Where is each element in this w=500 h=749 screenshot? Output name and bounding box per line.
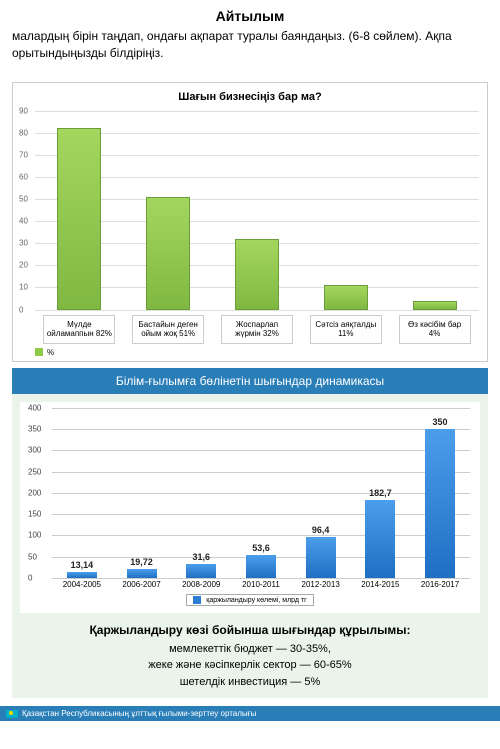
chart2-bars: 13,14 19,72 31,6 53,6 96,4 182,7 350 [52, 408, 470, 578]
legend-swatch-icon [193, 596, 201, 604]
y-tick-label: 10 [19, 283, 28, 292]
chart2-period-label: 2008-2009 [178, 580, 224, 589]
footer-text: Қазақстан Республикасының ұлттық ғылыми-… [22, 709, 256, 718]
y-tick-label: 90 [19, 106, 28, 115]
chart1-category-label: Өз кәсібім бар 4% [399, 315, 471, 344]
chart2-value-label: 350 [433, 417, 448, 427]
chart1-container: Шағын бизнесіңіз бар ма? 010203040506070… [12, 82, 488, 362]
y-tick-label: 150 [28, 510, 41, 519]
y-tick-label: 0 [19, 305, 23, 314]
structure-line: мемлекеттік бюджет — 30-35%, [20, 641, 480, 658]
chart2-bar [425, 429, 455, 578]
chart2-bar-column: 182,7 [357, 488, 403, 578]
chart1-bar [146, 197, 190, 310]
chart2-legend: қаржыландыру көлемі, млрд тг [186, 594, 313, 606]
chart2-period-label: 2004-2005 [59, 580, 105, 589]
page-heading: Айтылым [12, 8, 488, 24]
chart2-value-label: 96,4 [312, 525, 330, 535]
y-tick-label: 80 [19, 128, 28, 137]
flag-icon [6, 710, 18, 718]
chart1-bar [235, 239, 279, 310]
chart1-title: Шағын бизнесіңіз бар ма? [17, 91, 483, 103]
chart2-bar [186, 564, 216, 577]
chart2-xlabels: 2004-2005 2006-2007 2008-2009 2010-2011 2012… [52, 580, 470, 589]
chart2-bar [306, 537, 336, 578]
y-tick-label: 40 [19, 217, 28, 226]
chart1-category-label: Сәтсіз аяқталды 11% [310, 315, 382, 344]
chart2-period-label: 2016-2017 [417, 580, 463, 589]
y-tick-label: 200 [28, 488, 41, 497]
chart2-bar [67, 572, 97, 578]
chart2-legend-text: қаржыландыру көлемі, млрд тг [206, 597, 306, 604]
section-banner: Білім-ғылымға бөлінетін шығындар динамик… [12, 368, 488, 394]
legend-swatch-icon [35, 348, 43, 356]
chart2-bar [246, 555, 276, 578]
y-tick-label: 50 [19, 195, 28, 204]
structure-title: Қаржыландыру көзі бойынша шығындар құрыл… [20, 623, 480, 637]
chart2-period-label: 2012-2013 [298, 580, 344, 589]
y-tick-label: 100 [28, 531, 41, 540]
chart1-xlabels: Мүлде ойламаппын 82% Бастайын деген ойым … [35, 315, 479, 344]
y-tick-label: 30 [19, 239, 28, 248]
chart2-bar-column: 350 [417, 417, 463, 578]
y-tick-label: 250 [28, 467, 41, 476]
structure-line: шетелдік инвестиция — 5% [20, 674, 480, 691]
chart1-bar [57, 128, 101, 309]
chart2-bar [127, 569, 157, 577]
chart2-value-label: 31,6 [192, 552, 210, 562]
y-tick-label: 300 [28, 446, 41, 455]
chart2-value-label: 53,6 [252, 543, 270, 553]
chart1-bars [35, 111, 479, 310]
chart2-bar-column: 31,6 [178, 552, 224, 577]
y-tick-label: 50 [28, 552, 37, 561]
chart1-category-label: Мүлде ойламаппын 82% [43, 315, 115, 344]
chart1-legend: % [35, 348, 483, 357]
chart2-value-label: 13,14 [71, 560, 94, 570]
chart1-plot: 0102030405060708090 [35, 111, 479, 311]
structure-line: жеке және кәсіпкерлік сектор — 60-65% [20, 657, 480, 674]
y-tick-label: 60 [19, 172, 28, 181]
funding-structure: Қаржыландыру көзі бойынша шығындар құрыл… [20, 623, 480, 691]
instruction-text: малардың бірін таңдап, ондағы ақпарат ту… [12, 28, 488, 62]
chart2-period-label: 2010-2011 [238, 580, 284, 589]
chart2-bar-column: 19,72 [119, 557, 165, 577]
chart2-bar-column: 96,4 [298, 525, 344, 578]
gridline [35, 310, 479, 311]
chart1-legend-text: % [47, 348, 54, 357]
chart2-value-label: 182,7 [369, 488, 392, 498]
chart2-bar-column: 13,14 [59, 560, 105, 578]
chart1-bar [324, 285, 368, 309]
y-tick-label: 20 [19, 261, 28, 270]
chart2-plot: 05010015020025030035040013,1419,7231,653… [52, 408, 470, 578]
y-tick-label: 350 [28, 425, 41, 434]
y-tick-label: 0 [28, 573, 32, 582]
chart1-category-label: Жоспарлап жүрмін 32% [221, 315, 293, 344]
chart2-period-label: 2006-2007 [119, 580, 165, 589]
chart2-period-label: 2014-2015 [357, 580, 403, 589]
y-tick-label: 70 [19, 150, 28, 159]
chart1-category-label: Бастайын деген ойым жоқ 51% [132, 315, 204, 344]
chart2-value-label: 19,72 [130, 557, 153, 567]
chart2-container: 0 50 100 150 200 250 300 350 400 13,14 19,72 31,6 53… [12, 394, 488, 699]
chart1-bar [413, 301, 457, 310]
gridline [52, 578, 470, 579]
y-tick-label: 400 [28, 403, 41, 412]
chart2-bar-column: 53,6 [238, 543, 284, 578]
footer-bar: Қазақстан Республикасының ұлттық ғылыми-… [0, 706, 500, 721]
chart2-bar [365, 500, 395, 578]
